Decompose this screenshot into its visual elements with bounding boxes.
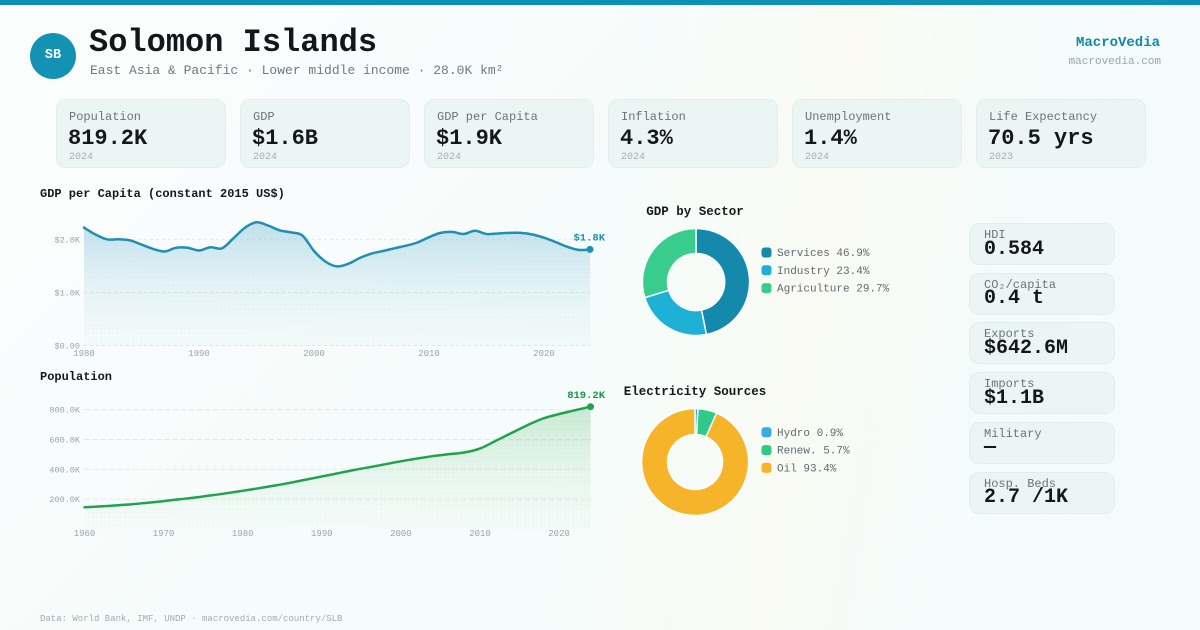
- svg-text:2000: 2000: [390, 529, 412, 539]
- svg-text:Industry 23.4%: Industry 23.4%: [777, 266, 870, 278]
- svg-text:2020: 2020: [533, 349, 555, 359]
- svg-text:1980: 1980: [232, 529, 254, 539]
- svg-text:600.0K: 600.0K: [49, 436, 81, 446]
- svg-text:2010: 2010: [418, 349, 440, 359]
- svg-text:819.2K: 819.2K: [567, 390, 606, 402]
- svg-text:$1.0K: $1.0K: [54, 288, 80, 298]
- svg-text:Hydro 0.9%: Hydro 0.9%: [777, 428, 843, 440]
- svg-text:1990: 1990: [188, 349, 210, 359]
- svg-text:800.0K: 800.0K: [49, 406, 81, 416]
- svg-text:2020: 2020: [548, 529, 570, 539]
- svg-text:1990: 1990: [311, 529, 333, 539]
- svg-text:1980: 1980: [73, 349, 95, 359]
- svg-text:Renew. 5.7%: Renew. 5.7%: [777, 446, 850, 458]
- svg-text:2000: 2000: [303, 349, 325, 359]
- svg-text:$0.00: $0.00: [54, 342, 80, 352]
- svg-text:1960: 1960: [74, 529, 96, 539]
- svg-text:Agriculture 29.7%: Agriculture 29.7%: [777, 284, 890, 296]
- svg-text:Oil 93.4%: Oil 93.4%: [777, 463, 837, 475]
- svg-text:Services 46.9%: Services 46.9%: [777, 248, 870, 260]
- svg-text:2010: 2010: [469, 529, 491, 539]
- svg-text:$2.0K: $2.0K: [54, 235, 80, 245]
- svg-text:400.0K: 400.0K: [49, 465, 81, 475]
- svg-text:$1.8K: $1.8K: [573, 233, 605, 245]
- svg-text:1970: 1970: [153, 529, 175, 539]
- svg-text:200.0K: 200.0K: [49, 495, 81, 505]
